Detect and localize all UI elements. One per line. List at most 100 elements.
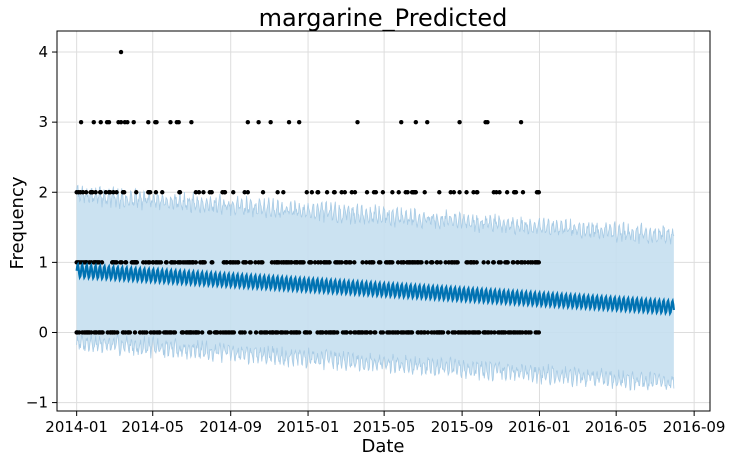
- observed-point: [309, 190, 315, 195]
- observed-point: [536, 260, 542, 265]
- observed-point: [157, 330, 162, 335]
- observed-point: [451, 190, 457, 195]
- observed-point: [438, 260, 443, 265]
- observed-point: [80, 190, 86, 195]
- observed-point: [422, 330, 427, 335]
- observed-point: [208, 330, 213, 335]
- observed-point: [352, 190, 358, 195]
- observed-point: [390, 190, 395, 195]
- y-tick-label: 0: [38, 323, 48, 341]
- observed-point: [196, 330, 201, 335]
- observed-point: [425, 119, 430, 125]
- axes: [52, 30, 711, 416]
- observed-point: [455, 260, 460, 265]
- observed-point: [91, 119, 96, 125]
- observed-point: [144, 330, 149, 335]
- observed-point: [316, 190, 321, 195]
- y-tick-label: 4: [38, 43, 48, 61]
- observed-point: [147, 260, 152, 265]
- observed-point: [148, 190, 153, 195]
- observed-point: [296, 330, 302, 335]
- observed-point: [275, 330, 280, 335]
- observed-point: [134, 190, 139, 195]
- observed-point: [122, 190, 127, 195]
- observed-point: [108, 190, 113, 195]
- observed-point: [489, 330, 494, 335]
- observed-point: [260, 260, 265, 265]
- observed-point: [505, 260, 510, 265]
- x-tick-label: 2015-01: [277, 418, 340, 436]
- observed-point: [245, 119, 251, 125]
- observed-point: [286, 119, 292, 125]
- observed-point: [457, 190, 462, 195]
- observed-point: [193, 190, 199, 195]
- observed-point: [332, 190, 337, 195]
- observed-point: [464, 190, 469, 195]
- observed-point: [172, 260, 178, 265]
- observed-point: [243, 260, 249, 265]
- observed-point: [78, 119, 84, 125]
- observed-point: [373, 190, 379, 195]
- observed-point: [396, 190, 401, 195]
- observed-point: [222, 190, 228, 195]
- observed-point: [154, 119, 159, 125]
- lower-bound-line: [76, 333, 675, 391]
- x-tick-label: 2016-09: [663, 418, 726, 436]
- observed-point: [248, 260, 254, 265]
- observed-point: [264, 330, 270, 335]
- observed-point: [360, 260, 365, 265]
- observed-point: [164, 260, 169, 265]
- observed-point: [201, 190, 206, 195]
- observed-point: [115, 330, 120, 335]
- observed-point: [177, 190, 183, 195]
- observed-point: [445, 330, 451, 335]
- observed-point: [422, 190, 427, 195]
- observed-points: [74, 49, 542, 335]
- observed-point: [93, 190, 98, 195]
- observed-point: [520, 330, 525, 335]
- observed-point: [435, 260, 440, 265]
- observed-point: [296, 119, 302, 125]
- observed-point: [413, 119, 419, 125]
- observed-point: [348, 330, 353, 335]
- x-tick-label: 2014-01: [45, 418, 108, 436]
- observed-point: [83, 190, 89, 195]
- observed-point: [471, 190, 476, 195]
- observed-point: [111, 190, 116, 195]
- observed-point: [76, 330, 82, 335]
- observed-point: [284, 330, 290, 335]
- observed-point: [364, 260, 369, 265]
- observed-point: [153, 190, 159, 195]
- observed-point: [307, 330, 313, 335]
- forecast-lines: [75, 261, 675, 317]
- observed-point: [318, 260, 323, 265]
- observed-point: [481, 260, 486, 265]
- plot-frame: [56, 30, 711, 412]
- y-axis-label: Frequency: [7, 176, 28, 269]
- observed-point: [256, 119, 261, 125]
- observed-point: [231, 190, 236, 195]
- observed-point: [373, 330, 378, 335]
- observed-point: [491, 260, 497, 265]
- observed-point: [513, 190, 519, 195]
- observed-point: [224, 260, 230, 265]
- observed-point: [485, 119, 490, 125]
- observed-point: [448, 190, 453, 195]
- observed-point: [209, 190, 214, 195]
- observed-point: [401, 260, 406, 265]
- observed-point: [419, 260, 424, 265]
- observed-point: [189, 119, 194, 125]
- observed-point: [100, 330, 105, 335]
- observed-point: [210, 260, 215, 265]
- observed-point: [275, 190, 280, 195]
- observed-point: [202, 260, 207, 265]
- observed-point: [518, 119, 524, 125]
- observed-point: [474, 260, 479, 265]
- observed-point: [335, 330, 340, 335]
- observed-point: [304, 190, 309, 195]
- observed-point: [344, 330, 349, 335]
- observed-point: [457, 119, 462, 125]
- observed-point: [89, 330, 94, 335]
- x-tick-label: 2015-09: [431, 418, 494, 436]
